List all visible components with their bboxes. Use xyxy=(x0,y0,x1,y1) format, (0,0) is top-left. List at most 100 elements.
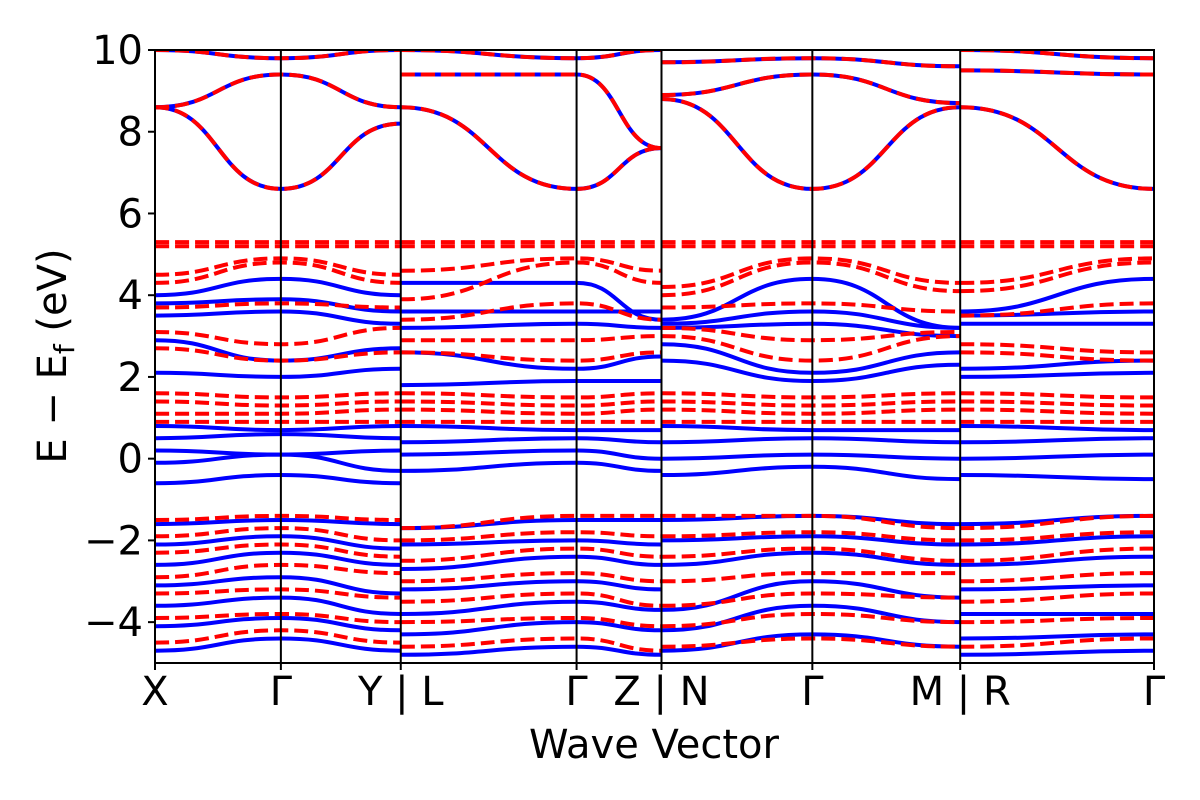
blue-band-line xyxy=(661,72,961,106)
red-band-line xyxy=(400,334,662,343)
red-band-line xyxy=(661,407,961,416)
red-band-line xyxy=(661,391,961,400)
blue-band-line xyxy=(400,72,662,151)
red-band-line xyxy=(400,615,662,629)
y-axis-label-unit: (eV) xyxy=(30,248,76,344)
blue-band-line xyxy=(960,452,1154,461)
red-band-line xyxy=(400,513,662,531)
x-ticks: X Γ Y | L Γ Z | N Γ M | R Γ xyxy=(141,663,1166,715)
red-band-line xyxy=(400,399,662,408)
y-tick-label: 2 xyxy=(118,355,143,401)
blue-band-line xyxy=(661,424,961,433)
x-tick-label: Z | N xyxy=(613,669,709,715)
blue-band-line xyxy=(400,350,662,371)
red-band-line xyxy=(960,301,1154,318)
red-band-line xyxy=(960,513,1154,531)
blue-band-line xyxy=(155,424,401,433)
red-band-line xyxy=(155,526,401,543)
blue-band-line xyxy=(400,424,662,433)
red-band-line xyxy=(960,105,1154,191)
red-band-line xyxy=(960,256,1154,285)
blue-band-line xyxy=(400,460,662,473)
blue-band-line xyxy=(960,436,1154,445)
red-band-line xyxy=(960,530,1154,543)
x-tick-label: Γ xyxy=(1143,669,1166,715)
blue-band-line xyxy=(661,603,961,633)
red-band-line xyxy=(400,260,662,302)
red-band-line xyxy=(960,350,1154,363)
x-tick-label: Γ xyxy=(270,669,293,715)
red-band-line xyxy=(400,50,662,61)
red-band-line xyxy=(400,407,662,416)
red-band-line xyxy=(960,616,1154,625)
red-band-line xyxy=(400,391,662,400)
y-tick-label: 8 xyxy=(118,110,143,156)
red-band-line xyxy=(661,399,961,408)
y-axis-label-subscript: f xyxy=(48,343,81,354)
red-band-line xyxy=(960,571,1154,584)
y-tick-label: −4 xyxy=(84,600,143,646)
blue-band-line xyxy=(960,554,1154,567)
blue-band-line xyxy=(155,105,401,191)
red-band-line xyxy=(960,407,1154,416)
red-band-line xyxy=(960,342,1154,355)
red-band-line xyxy=(155,399,401,408)
red-band-line xyxy=(960,260,1154,294)
blue-band-line xyxy=(400,517,662,531)
blue-band-line xyxy=(400,105,662,191)
blue-band-line xyxy=(155,595,401,616)
blue-band-line xyxy=(155,432,401,441)
red-band-line xyxy=(155,105,401,191)
blue-band-line xyxy=(400,579,662,592)
x-tick-label: M | R xyxy=(910,669,1011,715)
red-band-line xyxy=(155,407,401,416)
x-tick-label: X xyxy=(141,669,168,715)
blue-band-line xyxy=(400,644,662,657)
blue-band-line xyxy=(400,321,662,330)
blue-band-line xyxy=(400,599,662,616)
blue-band-line xyxy=(960,632,1154,641)
blue-band-line xyxy=(960,583,1154,592)
blue-band-line xyxy=(155,452,401,473)
red-band-line xyxy=(400,256,662,273)
red-band-line xyxy=(400,350,662,363)
blue-band-line xyxy=(960,370,1154,379)
blue-band-line xyxy=(400,554,662,571)
red-band-line xyxy=(400,591,662,608)
blue-band-line xyxy=(400,538,662,547)
blue-band-line xyxy=(400,620,662,637)
red-band-line xyxy=(960,636,1154,649)
red-band-line xyxy=(960,591,1154,604)
y-tick-label: 6 xyxy=(118,191,143,237)
y-tick-label: 4 xyxy=(118,273,143,319)
blue-band-line xyxy=(960,473,1154,482)
red-band-line xyxy=(661,97,961,191)
red-band-line xyxy=(400,72,662,151)
red-band-line xyxy=(400,636,662,653)
red-band-line xyxy=(960,546,1154,563)
red-band-line xyxy=(155,628,401,645)
blue-band-line xyxy=(155,309,401,326)
blue-band-line xyxy=(960,276,1154,314)
red-band-line xyxy=(661,256,961,289)
blue-band-line xyxy=(155,366,401,379)
red-band-line xyxy=(960,399,1154,408)
y-axis-label-main: E − E xyxy=(30,354,76,464)
blue-band-line xyxy=(661,436,961,445)
blue-band-line xyxy=(400,436,662,445)
x-axis-label: Wave Vector xyxy=(529,722,780,768)
y-tick-label: 10 xyxy=(92,28,143,74)
blue-band-line xyxy=(400,378,662,388)
red-band-line xyxy=(960,68,1154,77)
blue-band-line xyxy=(960,648,1154,657)
x-tick-label: Y | L xyxy=(357,669,444,715)
red-band-line xyxy=(155,391,401,400)
y-tick-label: −2 xyxy=(84,518,143,564)
y-tick-label: 0 xyxy=(118,437,143,483)
y-ticks: −4 −2 0 2 4 6 8 10 xyxy=(84,28,155,646)
blue-band-line xyxy=(400,448,662,461)
red-band-line xyxy=(400,301,662,322)
red-band-line xyxy=(400,571,662,584)
